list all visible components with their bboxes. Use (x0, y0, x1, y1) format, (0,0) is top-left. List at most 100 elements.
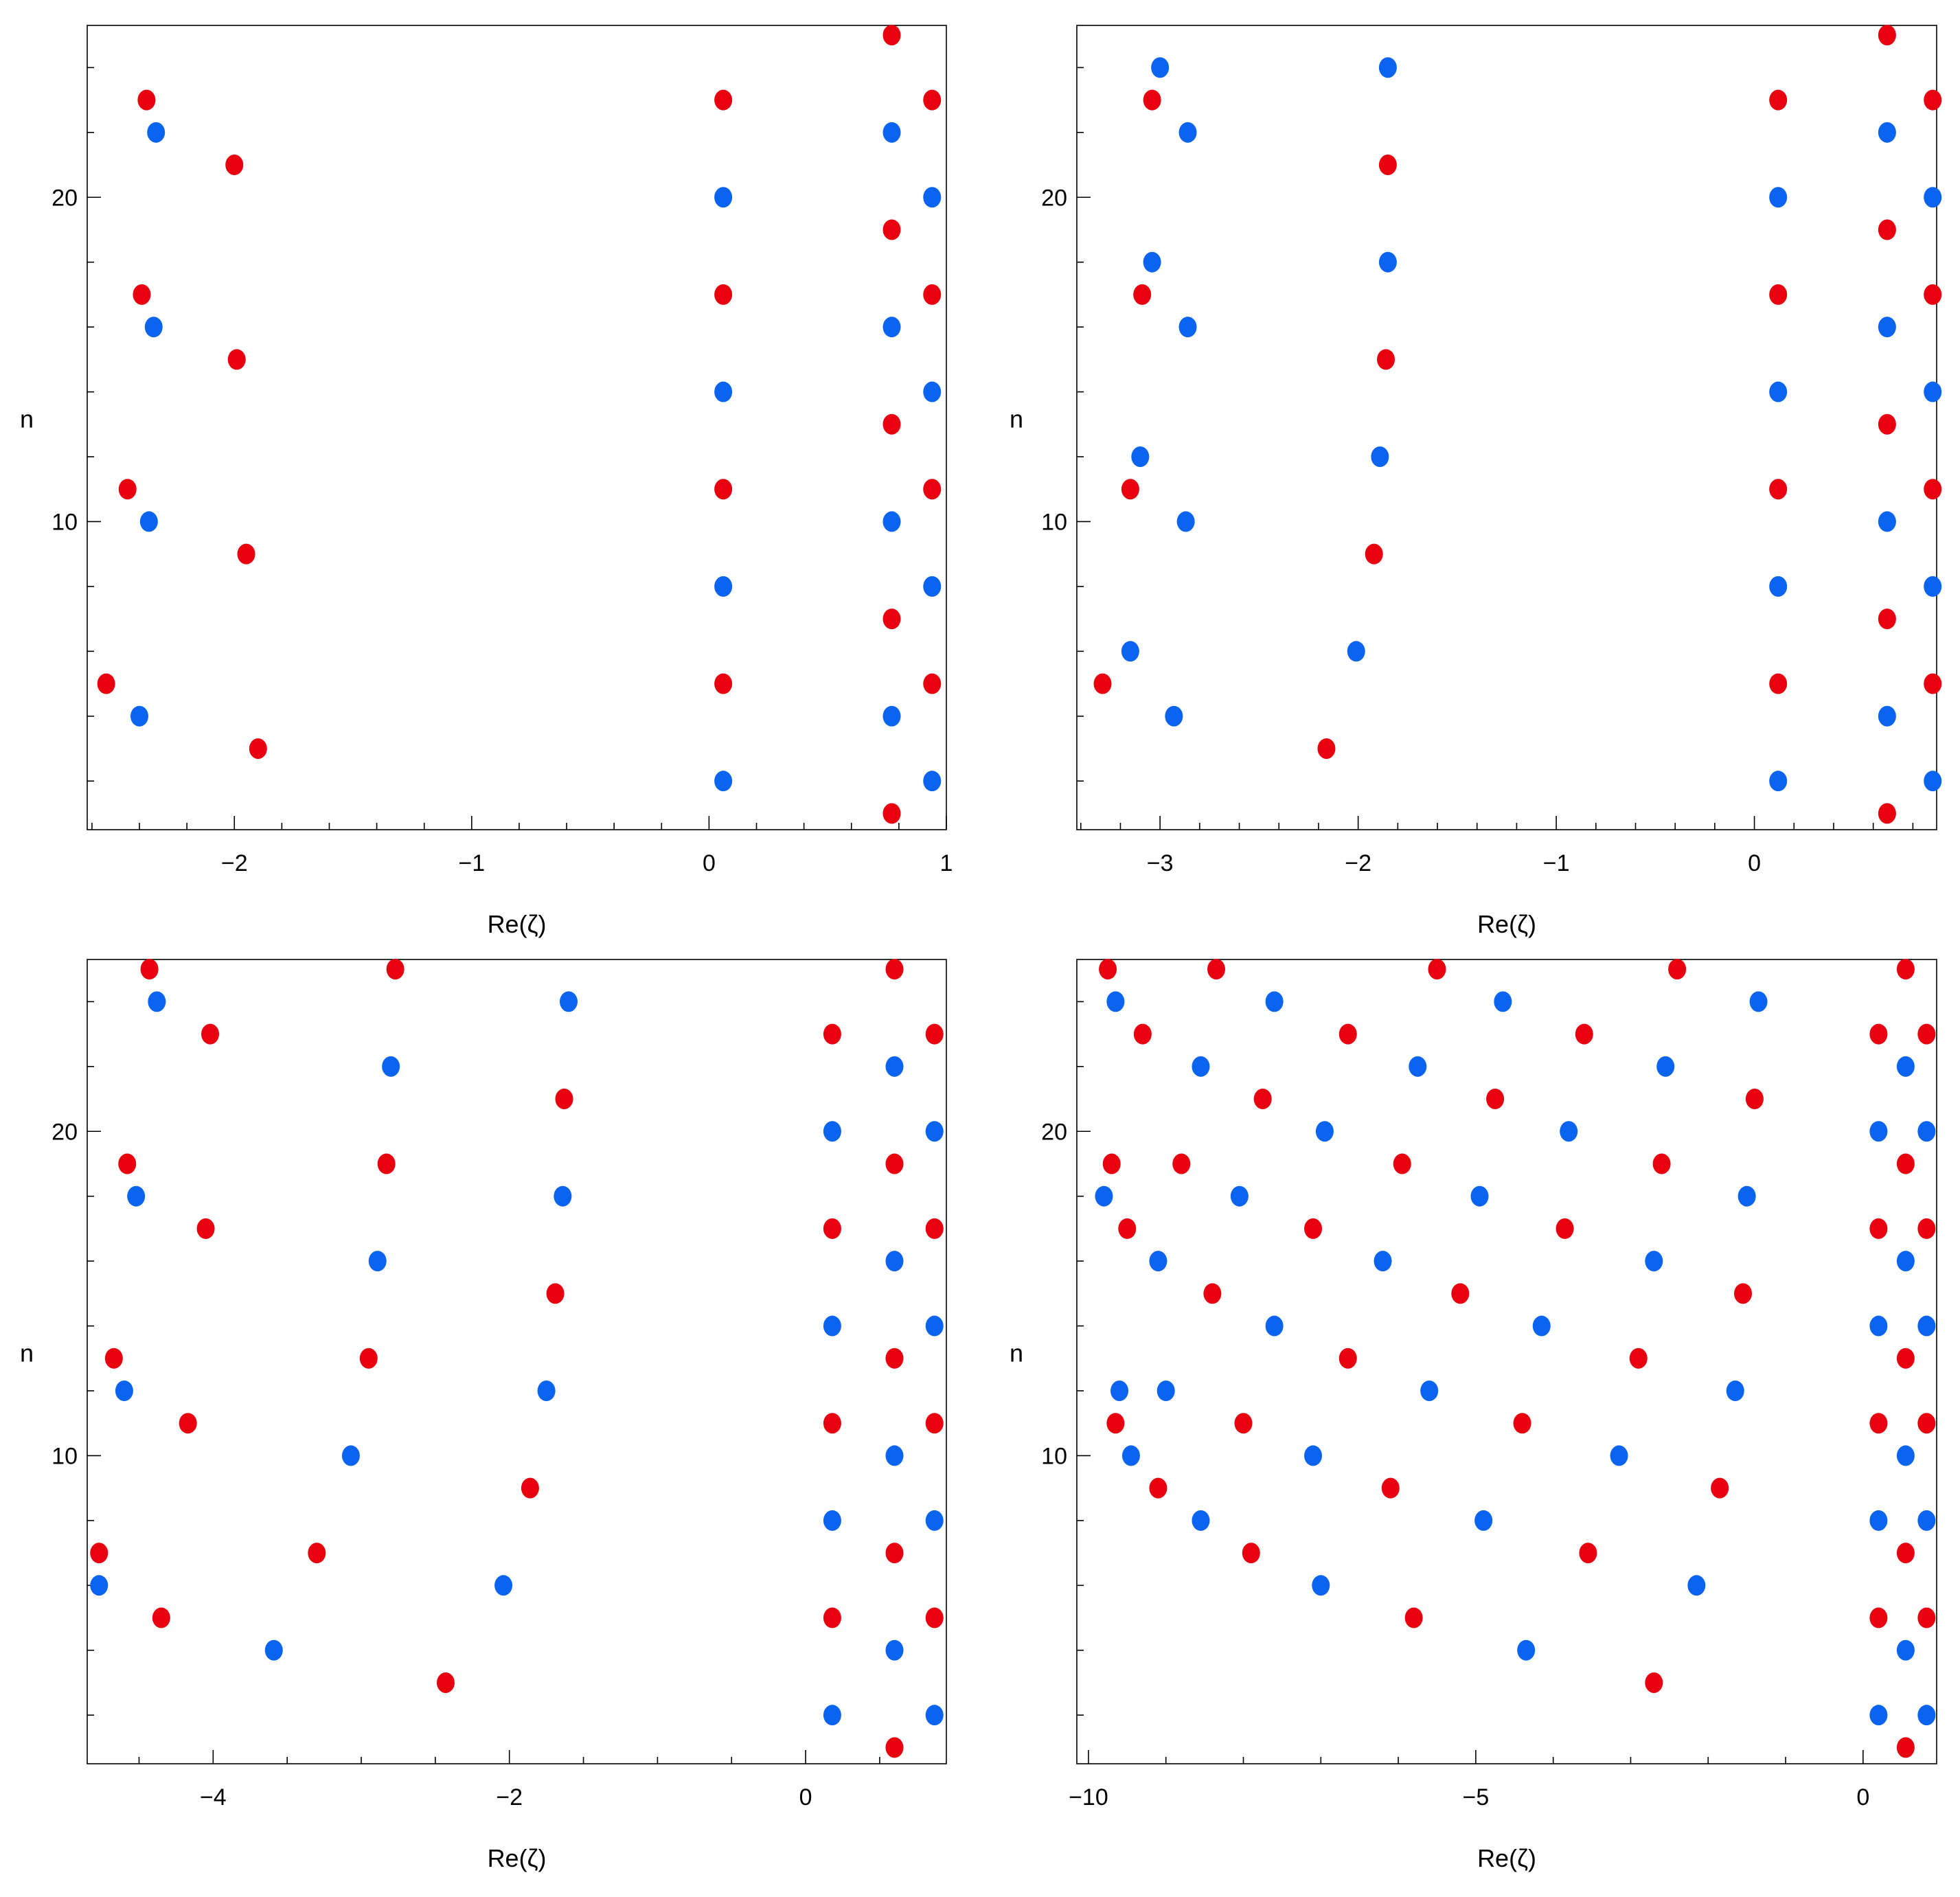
data-point-red (1338, 1023, 1357, 1045)
data-point-red (1917, 1413, 1936, 1434)
data-point-red (137, 89, 156, 111)
x-tick-label: −4 (200, 1784, 227, 1810)
data-point-blue (1494, 991, 1512, 1012)
data-point-blue (1151, 57, 1170, 78)
data-point-red (1317, 738, 1336, 759)
data-point-blue (1131, 446, 1150, 467)
data-point-red (140, 959, 159, 980)
data-point-blue (382, 1056, 400, 1077)
data-point-red (1451, 1283, 1470, 1304)
data-point-red (1428, 959, 1446, 980)
data-point-blue (1371, 446, 1389, 467)
data-point-blue (882, 511, 901, 532)
data-point-blue (341, 1445, 360, 1466)
data-point-blue (1230, 1185, 1249, 1207)
data-point-blue (1645, 1251, 1663, 1272)
data-point-blue (1347, 641, 1365, 662)
data-point-red (1106, 1413, 1125, 1434)
data-point-red (925, 1607, 944, 1628)
y-tick-label: 20 (1041, 1119, 1067, 1145)
data-point-red (885, 1153, 904, 1174)
data-point-blue (1106, 991, 1125, 1012)
data-point-blue (1110, 1380, 1129, 1401)
data-point-blue (1917, 1705, 1936, 1726)
data-point-red (179, 1413, 197, 1434)
data-point-red (1769, 479, 1788, 500)
data-point-red (1711, 1477, 1729, 1499)
data-point-red (1556, 1218, 1574, 1239)
data-point-red (1133, 284, 1152, 305)
data-point-blue (923, 381, 942, 402)
data-point-blue (494, 1575, 513, 1596)
data-point-red (1338, 1348, 1357, 1369)
data-point-red (1878, 25, 1896, 46)
data-point-red (1878, 219, 1896, 240)
data-point-blue (1470, 1185, 1489, 1207)
data-point-blue (1121, 1445, 1140, 1466)
data-point-blue (885, 1056, 904, 1077)
data-point-red (1121, 479, 1139, 500)
data-point-blue (1095, 1185, 1113, 1207)
data-point-red (152, 1607, 170, 1628)
data-point-red (1769, 89, 1788, 111)
data-point-red (237, 543, 255, 565)
data-point-blue (1304, 1445, 1323, 1466)
data-point-blue (714, 576, 733, 597)
data-point-blue (1896, 1639, 1915, 1661)
x-tick-label: −2 (1345, 850, 1371, 876)
data-point-red (1878, 413, 1896, 435)
data-point-red (1924, 673, 1942, 694)
data-point-blue (147, 122, 166, 143)
x-tick-label: −10 (1069, 1784, 1108, 1810)
data-point-red (1304, 1218, 1323, 1239)
data-point-blue (1178, 122, 1197, 143)
data-point-blue (1178, 317, 1197, 338)
data-point-red (1869, 1607, 1888, 1628)
data-point-blue (139, 511, 158, 532)
x-axis-label: Re(ζ) (1477, 1844, 1536, 1872)
data-point-red (1579, 1543, 1597, 1564)
data-point-blue (1878, 122, 1896, 143)
x-axis-label: Re(ζ) (488, 910, 547, 938)
data-point-blue (1917, 1315, 1936, 1337)
data-point-blue (148, 991, 166, 1012)
data-point-red (1365, 543, 1383, 565)
data-point-red (1404, 1607, 1423, 1628)
data-point-red (1486, 1089, 1505, 1110)
y-tick-label: 20 (52, 1119, 78, 1145)
data-point-red (714, 479, 733, 500)
data-point-blue (368, 1251, 387, 1272)
data-point-blue (1687, 1575, 1706, 1596)
data-point-red (882, 25, 901, 46)
data-point-blue (1869, 1705, 1888, 1726)
data-point-red (1149, 1477, 1167, 1499)
data-point-red (1575, 1023, 1593, 1045)
data-point-blue (1869, 1121, 1888, 1142)
data-point-red (1652, 1153, 1671, 1174)
y-tick-label: 10 (1041, 509, 1067, 535)
data-point-red (201, 1023, 220, 1045)
data-point-blue (1869, 1510, 1888, 1531)
data-point-blue (1924, 576, 1942, 597)
data-point-blue (925, 1121, 944, 1142)
data-point-red (1869, 1413, 1888, 1434)
data-point-blue (559, 991, 578, 1012)
data-point-red (923, 89, 942, 111)
data-point-red (1878, 609, 1896, 630)
data-point-red (1896, 1737, 1915, 1758)
data-point-blue (554, 1185, 572, 1207)
data-point-red (225, 155, 244, 176)
x-tick-label: 0 (703, 850, 716, 876)
y-axis-label: n (20, 1339, 34, 1367)
data-point-red (1118, 1218, 1137, 1239)
data-point-red (1629, 1348, 1648, 1369)
x-tick-label: −1 (458, 850, 485, 876)
data-point-blue (1917, 1510, 1936, 1531)
data-point-red (1513, 1413, 1531, 1434)
data-point-red (546, 1283, 565, 1304)
data-point-blue (1610, 1445, 1628, 1466)
data-point-red (885, 1737, 904, 1758)
data-point-red (882, 413, 901, 435)
data-point-red (227, 349, 246, 370)
x-tick-label: 1 (940, 850, 953, 876)
